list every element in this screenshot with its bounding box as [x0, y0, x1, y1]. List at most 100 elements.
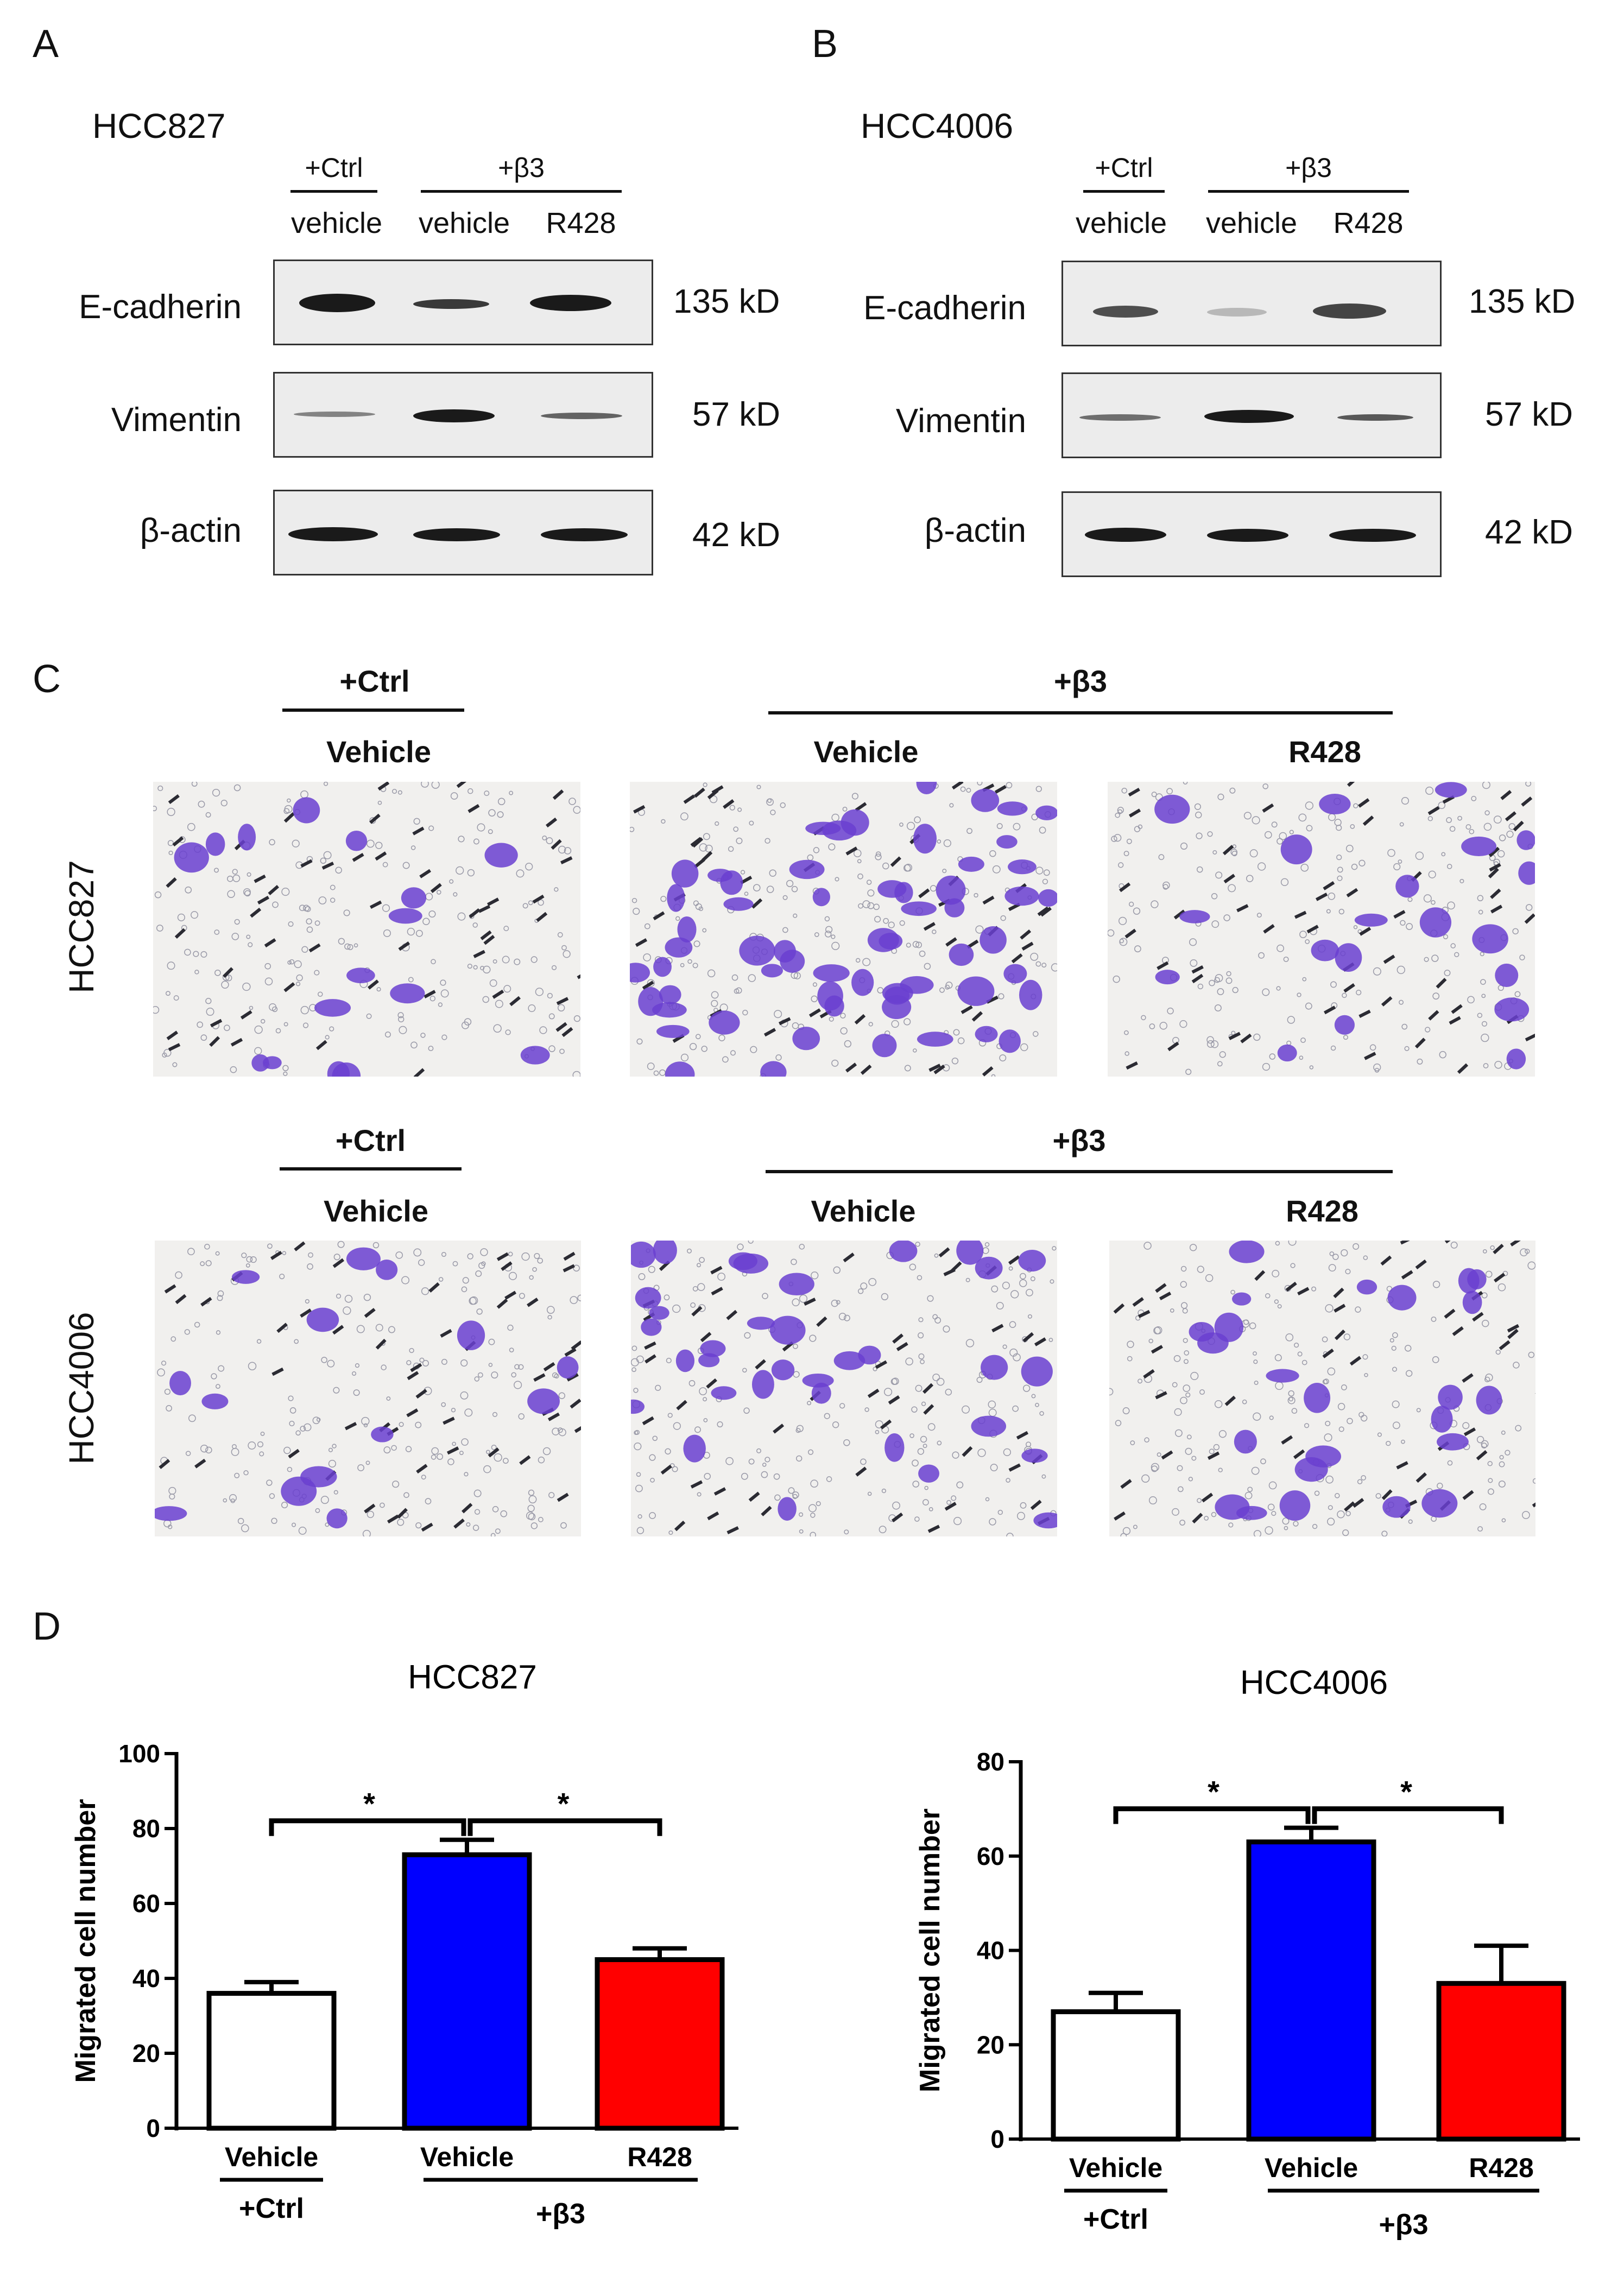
pore: [1009, 1348, 1018, 1357]
pore: [492, 959, 497, 964]
migrated-cell: [879, 933, 903, 950]
migrated-cell: [958, 856, 984, 872]
pore: [241, 1524, 249, 1533]
pore-mark: [1011, 953, 1023, 964]
pore-mark: [1499, 1340, 1511, 1350]
pore: [1301, 1359, 1307, 1365]
pore: [1343, 1035, 1348, 1040]
pore: [812, 982, 818, 987]
pore-mark: [563, 1251, 576, 1261]
pore-mark: [779, 1017, 791, 1026]
pore: [333, 1387, 340, 1394]
pore: [810, 1532, 817, 1536]
pore: [924, 963, 931, 970]
pore-mark: [1488, 846, 1500, 857]
pore: [1497, 1283, 1506, 1292]
pore: [928, 1507, 933, 1511]
pore-mark: [1173, 909, 1185, 920]
pore: [191, 782, 198, 787]
pore: [1035, 1402, 1039, 1407]
migrated-cell: [1311, 939, 1339, 961]
pore-mark: [1334, 1304, 1346, 1313]
pore: [205, 1446, 212, 1454]
migrated-cell: [557, 1356, 579, 1379]
pore: [1006, 1533, 1014, 1536]
pore: [193, 951, 199, 957]
pore-mark: [546, 817, 558, 828]
blot-a-lane-1: vehicle: [290, 207, 383, 239]
pore: [951, 1495, 957, 1501]
pore: [1291, 1408, 1298, 1414]
pore-mark: [364, 1308, 376, 1318]
pore: [1327, 1517, 1335, 1526]
pore: [281, 1501, 288, 1509]
pore-mark: [1396, 1461, 1408, 1470]
pore: [1232, 986, 1238, 994]
pore: [1506, 830, 1514, 838]
pore: [441, 1402, 446, 1407]
pore: [538, 1456, 545, 1464]
pore: [1127, 1356, 1133, 1362]
pore-mark: [551, 839, 562, 850]
pore: [1447, 901, 1455, 910]
pore-mark: [264, 938, 276, 948]
pore: [1217, 1061, 1223, 1067]
migrated-cell: [520, 1046, 550, 1065]
band: [288, 527, 378, 541]
migrated-cell: [293, 797, 320, 824]
pore: [1305, 801, 1313, 810]
pore: [548, 1013, 555, 1020]
pore: [246, 1256, 253, 1263]
pore: [521, 1252, 530, 1261]
pore: [503, 985, 511, 993]
pore: [729, 805, 735, 811]
pore: [1251, 1466, 1260, 1475]
migrated-cell: [174, 842, 209, 873]
pore: [909, 1263, 917, 1270]
band: [413, 299, 489, 309]
pore-mark: [1349, 1356, 1362, 1366]
pore: [218, 1365, 225, 1372]
pore: [1122, 1527, 1131, 1535]
pore-mark: [1343, 983, 1355, 993]
pore: [835, 877, 839, 882]
y-tick-label: 60: [132, 1889, 160, 1918]
pore: [832, 1421, 839, 1428]
pore: [860, 1458, 867, 1465]
pore: [205, 998, 212, 1004]
c-row1-cond-3: R428: [1288, 735, 1361, 769]
pore: [769, 869, 776, 877]
migrated-cell: [1033, 1512, 1057, 1529]
pore: [824, 916, 830, 922]
pore: [1025, 1441, 1032, 1447]
pore: [647, 1062, 655, 1070]
pore: [431, 959, 436, 965]
pore: [698, 906, 704, 912]
migrated-cell: [841, 809, 869, 836]
pore: [260, 1019, 266, 1024]
pore: [799, 1244, 805, 1250]
pore: [425, 1498, 432, 1505]
pore: [184, 1329, 191, 1335]
pore-mark: [918, 888, 930, 899]
micrograph-texture: [153, 782, 580, 1077]
pore: [1260, 1458, 1266, 1465]
pore: [1328, 1505, 1333, 1510]
pore: [227, 875, 233, 882]
migrated-cell: [300, 1466, 337, 1488]
migrated-cell: [747, 1317, 775, 1330]
pore: [397, 1012, 404, 1019]
pore: [460, 1391, 469, 1400]
migrated-cell: [232, 1270, 260, 1284]
migrated-cell: [760, 1061, 787, 1077]
pore: [200, 1034, 207, 1041]
pore: [1522, 1511, 1530, 1519]
pore: [320, 1496, 329, 1504]
pore: [1345, 1269, 1351, 1275]
pore: [474, 1376, 480, 1382]
pore: [903, 864, 911, 872]
pore: [879, 1526, 887, 1534]
pore: [388, 1326, 395, 1333]
pore: [1003, 1448, 1012, 1457]
pore: [1399, 822, 1404, 827]
